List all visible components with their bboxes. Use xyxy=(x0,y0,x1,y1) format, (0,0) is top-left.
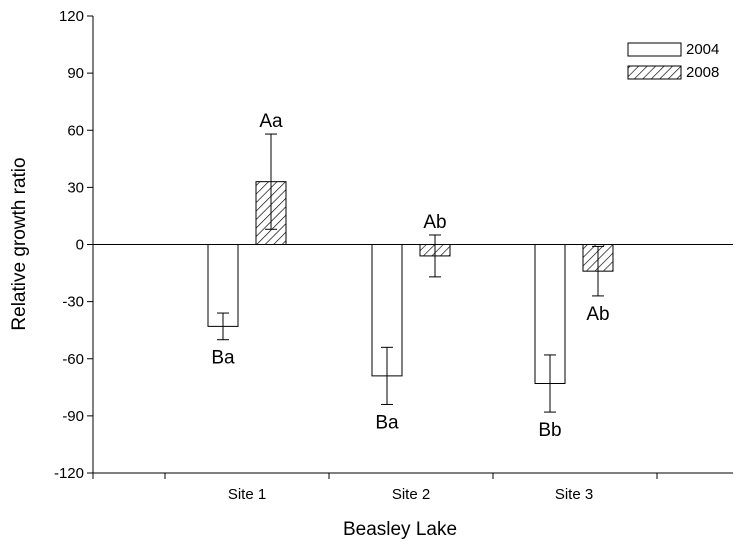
significance-label: Ba xyxy=(211,348,235,369)
significance-label: Aa xyxy=(259,111,283,132)
significance-label: Ba xyxy=(375,412,399,433)
x-tick-label: Site 1 xyxy=(228,486,266,503)
legend: 2004 2008 xyxy=(627,41,719,81)
x-tick-label: Site 3 xyxy=(555,486,593,503)
y-tick-label: 120 xyxy=(59,8,84,25)
y-tick-label: -120 xyxy=(54,465,84,482)
y-tick-label: 90 xyxy=(67,65,84,82)
y-axis-title: Relative growth ratio xyxy=(9,157,30,330)
significance-label: Ab xyxy=(423,212,446,233)
x-tick-label: Site 2 xyxy=(392,486,430,503)
y-tick-label: 0 xyxy=(76,237,84,254)
y-tick-label: 30 xyxy=(67,179,84,196)
legend-swatch-2008 xyxy=(627,65,682,80)
y-tick-label: -60 xyxy=(62,351,84,368)
x-axis-title: Beasley Lake xyxy=(343,519,457,540)
y-tick-label: -30 xyxy=(62,294,84,311)
y-tick-label: 60 xyxy=(67,122,84,139)
plot-area: -120 -90 -60 -30 0 30 60 90 120 Site 1 Site 2 Site … xyxy=(54,8,733,503)
significance-label: Bb xyxy=(538,420,561,441)
significance-label: Ab xyxy=(586,304,609,325)
legend-label-2004: 2004 xyxy=(686,41,719,58)
y-tick-label: -90 xyxy=(62,408,84,425)
legend-label-2008: 2008 xyxy=(686,64,719,81)
legend-swatch-2004 xyxy=(627,42,682,57)
